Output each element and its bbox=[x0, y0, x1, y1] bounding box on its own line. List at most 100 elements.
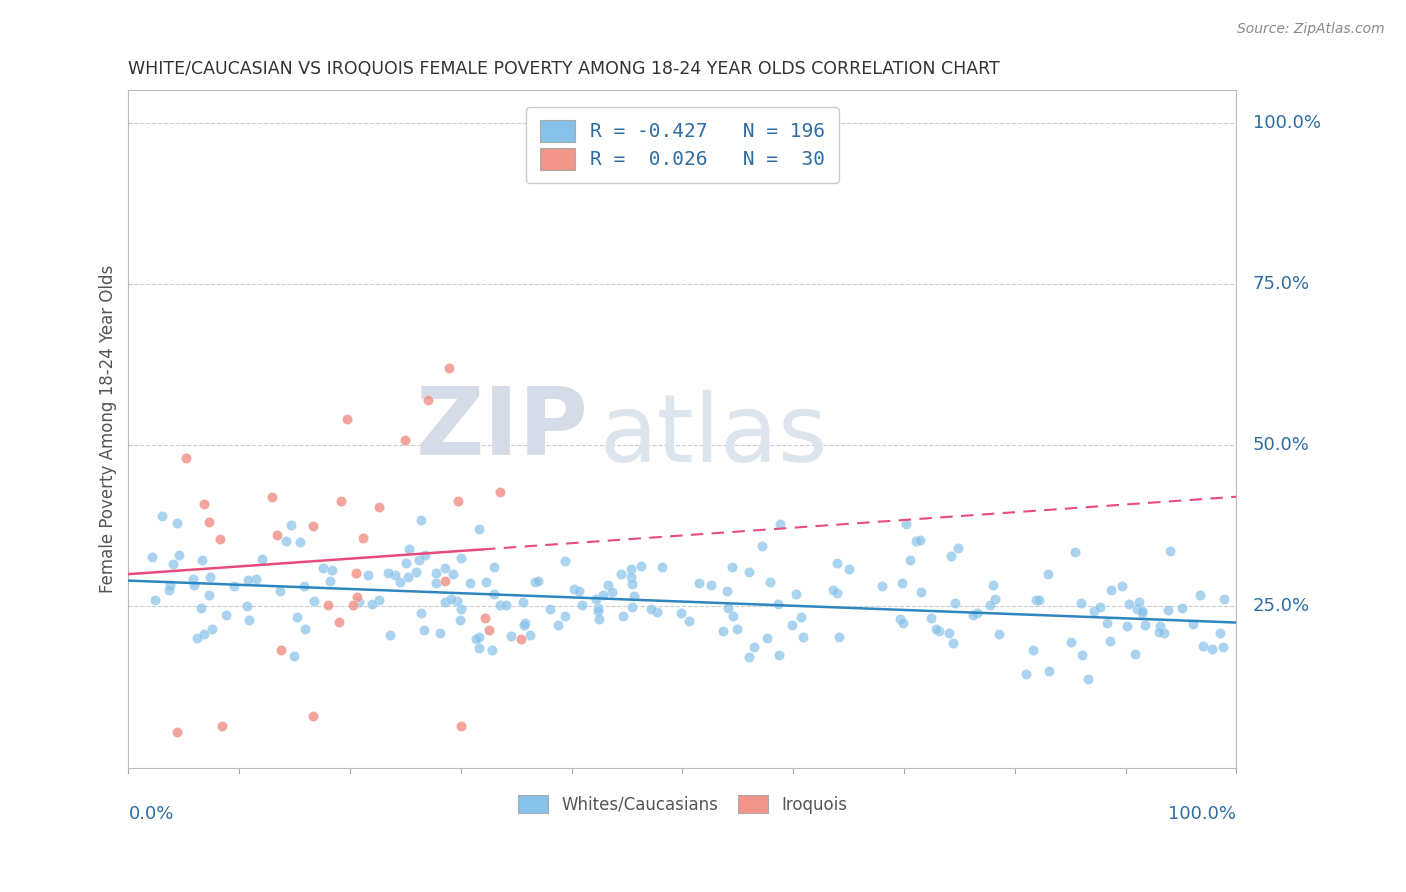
Point bbox=[513, 617, 536, 632]
Point bbox=[828, 630, 851, 644]
Point bbox=[367, 500, 389, 514]
Point bbox=[620, 570, 643, 584]
Point bbox=[489, 485, 512, 500]
Point bbox=[984, 592, 1007, 607]
Point bbox=[1128, 594, 1150, 608]
Point bbox=[1159, 544, 1181, 558]
Point bbox=[790, 610, 813, 624]
Point bbox=[166, 725, 188, 739]
Text: ZIP: ZIP bbox=[415, 383, 588, 475]
Point bbox=[319, 574, 342, 589]
Point bbox=[1212, 591, 1234, 606]
Point bbox=[568, 583, 591, 598]
Point bbox=[623, 590, 645, 604]
Point bbox=[716, 584, 738, 599]
Point bbox=[346, 591, 368, 605]
Point bbox=[838, 562, 860, 576]
Point bbox=[1189, 588, 1212, 602]
Point bbox=[449, 613, 471, 627]
Point bbox=[450, 550, 472, 565]
Point bbox=[1118, 597, 1140, 611]
Text: 0.0%: 0.0% bbox=[128, 805, 174, 823]
Point bbox=[1130, 606, 1153, 620]
Point bbox=[527, 574, 550, 588]
Point bbox=[588, 612, 610, 626]
Point bbox=[208, 532, 231, 546]
Point bbox=[280, 518, 302, 533]
Point bbox=[395, 556, 418, 570]
Point bbox=[344, 566, 367, 580]
Point bbox=[547, 617, 569, 632]
Point bbox=[405, 565, 427, 579]
Point bbox=[1192, 639, 1215, 653]
Text: 100.0%: 100.0% bbox=[1253, 113, 1322, 131]
Point bbox=[474, 611, 496, 625]
Point bbox=[1028, 593, 1050, 607]
Point bbox=[429, 625, 451, 640]
Point bbox=[1111, 579, 1133, 593]
Point bbox=[612, 609, 634, 624]
Point bbox=[312, 560, 335, 574]
Point bbox=[302, 594, 325, 608]
Point bbox=[425, 575, 447, 590]
Point bbox=[1115, 618, 1137, 632]
Point bbox=[398, 542, 420, 557]
Point bbox=[610, 567, 633, 582]
Point bbox=[1064, 544, 1087, 558]
Point bbox=[928, 624, 950, 639]
Point bbox=[1201, 642, 1223, 657]
Point bbox=[891, 615, 914, 630]
Point bbox=[166, 516, 188, 531]
Point bbox=[440, 592, 463, 607]
Point bbox=[409, 513, 432, 527]
Point bbox=[571, 598, 593, 612]
Text: 100.0%: 100.0% bbox=[1168, 805, 1236, 823]
Point bbox=[329, 493, 352, 508]
Point bbox=[738, 565, 761, 579]
Point bbox=[384, 568, 406, 582]
Point bbox=[512, 594, 534, 608]
Point bbox=[434, 574, 457, 588]
Point bbox=[425, 566, 447, 580]
Point bbox=[250, 552, 273, 566]
Point bbox=[768, 597, 790, 611]
Point bbox=[538, 602, 561, 616]
Point bbox=[946, 541, 969, 556]
Point bbox=[447, 493, 470, 508]
Point bbox=[501, 629, 523, 643]
Point bbox=[738, 649, 761, 664]
Point bbox=[413, 624, 436, 638]
Point bbox=[1059, 634, 1081, 648]
Point bbox=[201, 622, 224, 636]
Point bbox=[620, 562, 643, 576]
Point bbox=[785, 587, 807, 601]
Point bbox=[167, 548, 190, 562]
Point bbox=[1083, 604, 1105, 618]
Point bbox=[751, 539, 773, 553]
Point bbox=[688, 576, 710, 591]
Point bbox=[1153, 626, 1175, 640]
Point bbox=[942, 636, 965, 650]
Point bbox=[1133, 618, 1156, 632]
Point bbox=[725, 622, 748, 636]
Text: 50.0%: 50.0% bbox=[1253, 436, 1310, 454]
Point bbox=[342, 598, 364, 612]
Point bbox=[266, 528, 288, 542]
Point bbox=[197, 588, 219, 602]
Point bbox=[236, 599, 259, 614]
Point bbox=[411, 606, 433, 620]
Point bbox=[769, 516, 792, 531]
Point bbox=[678, 614, 700, 628]
Y-axis label: Female Poverty Among 18-24 Year Olds: Female Poverty Among 18-24 Year Olds bbox=[100, 265, 117, 593]
Point bbox=[1038, 664, 1060, 678]
Point bbox=[651, 560, 673, 574]
Text: WHITE/CAUCASIAN VS IROQUOIS FEMALE POVERTY AMONG 18-24 YEAR OLDS CORRELATION CHA: WHITE/CAUCASIAN VS IROQUOIS FEMALE POVER… bbox=[128, 60, 1000, 78]
Point bbox=[630, 558, 652, 573]
Point bbox=[150, 508, 173, 523]
Point bbox=[585, 592, 607, 607]
Point bbox=[389, 574, 412, 589]
Point bbox=[347, 595, 370, 609]
Point bbox=[1147, 624, 1170, 639]
Point bbox=[924, 622, 946, 636]
Point bbox=[1123, 647, 1146, 661]
